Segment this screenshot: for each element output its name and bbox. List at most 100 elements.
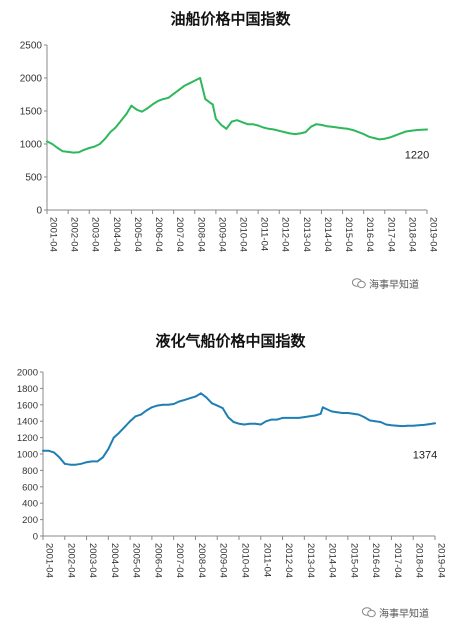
data-point bbox=[172, 403, 175, 405]
data-point bbox=[199, 392, 202, 395]
data-point bbox=[216, 404, 219, 407]
data-point bbox=[74, 463, 77, 466]
watermark: 海事早知道 bbox=[351, 276, 419, 292]
x-tick-label: 2006-04 bbox=[153, 217, 164, 252]
lpg-carrier-plot: 0 200 400 600 800 1000 1200 1400 1600 1800 2000 200… bbox=[17, 368, 447, 578]
data-point bbox=[420, 128, 423, 131]
data-point bbox=[309, 125, 312, 128]
data-point bbox=[325, 408, 328, 410]
x-tick-label: 2017-04 bbox=[392, 543, 403, 578]
data-point bbox=[42, 449, 44, 452]
watermark-text: 海事早知道 bbox=[369, 280, 419, 291]
end-value-label: 1220 bbox=[405, 149, 429, 161]
data-point bbox=[267, 127, 270, 130]
x-tick-label: 2015-04 bbox=[348, 543, 359, 578]
data-point bbox=[410, 129, 413, 132]
x-tick-label: 2014-04 bbox=[322, 217, 333, 252]
data-point bbox=[254, 422, 257, 425]
data-point bbox=[378, 138, 381, 141]
chart-title: 油船价格中国指数 bbox=[170, 11, 291, 28]
x-tick-label: 2013-04 bbox=[305, 543, 316, 578]
data-point bbox=[243, 423, 246, 426]
series-line bbox=[46, 77, 428, 154]
data-point bbox=[373, 137, 376, 139]
data-point bbox=[77, 151, 80, 154]
data-point bbox=[385, 423, 387, 426]
data-point bbox=[379, 421, 382, 423]
data-point bbox=[417, 424, 420, 427]
data-point bbox=[209, 102, 212, 104]
data-point bbox=[118, 431, 121, 434]
data-point bbox=[270, 418, 273, 421]
y-tick-label: 1400 bbox=[17, 417, 38, 428]
data-point bbox=[80, 462, 83, 465]
data-point bbox=[241, 121, 244, 124]
data-point bbox=[205, 396, 208, 399]
data-point bbox=[178, 88, 180, 91]
data-point bbox=[51, 143, 54, 145]
data-point bbox=[46, 140, 48, 143]
data-point bbox=[288, 132, 291, 135]
data-point bbox=[278, 129, 281, 132]
data-point bbox=[134, 415, 137, 418]
data-point bbox=[390, 424, 393, 427]
data-point bbox=[308, 415, 311, 418]
x-tick-label: 2007-04 bbox=[174, 217, 185, 252]
x-tick-label: 2019-04 bbox=[436, 543, 447, 578]
data-point bbox=[146, 107, 149, 110]
watermark-text: 海事早知道 bbox=[379, 609, 429, 620]
data-point bbox=[61, 150, 64, 153]
data-point bbox=[151, 103, 154, 106]
data-point bbox=[199, 77, 201, 79]
data-point bbox=[341, 412, 344, 414]
data-point bbox=[259, 423, 262, 426]
y-tick-label: 1600 bbox=[17, 400, 38, 411]
data-point bbox=[292, 417, 295, 419]
data-point bbox=[346, 127, 349, 130]
x-tick-label: 2012-04 bbox=[283, 543, 294, 578]
y-tick-label: 2500 bbox=[20, 41, 43, 52]
x-tick-label: 2013-04 bbox=[301, 217, 312, 252]
data-point bbox=[287, 417, 289, 419]
data-point bbox=[314, 414, 317, 417]
data-point bbox=[248, 422, 251, 425]
data-point bbox=[251, 123, 254, 126]
x-tick-label: 2001-04 bbox=[44, 543, 55, 578]
x-tick-label: 2008-04 bbox=[195, 217, 206, 252]
data-point bbox=[352, 412, 355, 415]
data-point bbox=[67, 151, 70, 153]
data-point bbox=[130, 104, 133, 107]
data-point bbox=[47, 449, 50, 452]
data-point bbox=[56, 147, 59, 149]
data-point bbox=[114, 126, 117, 129]
data-point bbox=[330, 410, 333, 413]
x-tick-label: 2005-04 bbox=[131, 543, 142, 578]
data-point bbox=[123, 426, 126, 428]
chart-title: 液化气船价格中国指数 bbox=[155, 333, 306, 350]
data-point bbox=[220, 123, 223, 126]
data-point bbox=[125, 113, 128, 116]
x-tick-label: 2007-04 bbox=[174, 543, 185, 578]
data-point bbox=[336, 411, 338, 414]
data-point bbox=[156, 404, 159, 407]
data-point bbox=[188, 82, 191, 85]
x-tick-label: 2002-04 bbox=[69, 217, 80, 252]
data-point bbox=[145, 409, 148, 412]
data-point bbox=[189, 397, 191, 400]
data-point bbox=[183, 398, 186, 401]
data-point bbox=[167, 403, 170, 406]
data-point bbox=[394, 134, 397, 137]
data-point bbox=[406, 424, 409, 427]
data-point bbox=[225, 127, 228, 130]
data-point bbox=[91, 460, 93, 463]
y-tick-label: 2000 bbox=[20, 74, 43, 85]
x-tick-label: 2004-04 bbox=[109, 543, 120, 578]
x-tick-label: 2011-04 bbox=[259, 217, 270, 251]
data-point bbox=[415, 129, 418, 132]
x-tick-label: 2003-04 bbox=[90, 217, 101, 252]
y-tick-label: 200 bbox=[22, 515, 38, 526]
x-tick-label: 2014-04 bbox=[327, 543, 338, 578]
data-point bbox=[162, 98, 165, 101]
data-point bbox=[294, 133, 296, 136]
data-point bbox=[72, 151, 75, 154]
